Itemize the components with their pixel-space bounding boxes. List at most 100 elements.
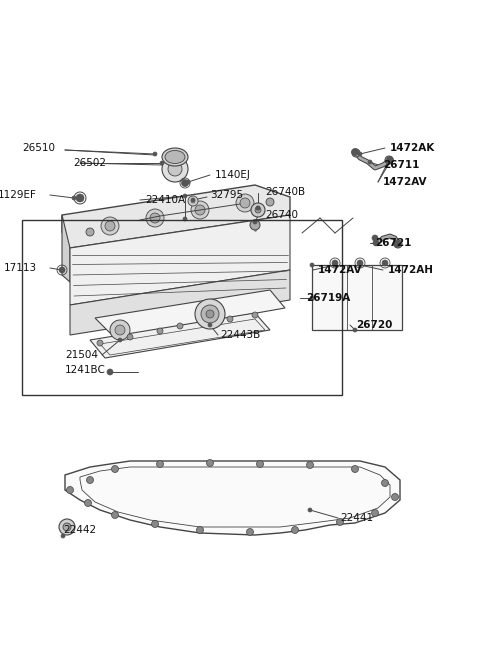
Circle shape (256, 206, 260, 210)
Circle shape (157, 328, 163, 334)
Circle shape (84, 500, 92, 506)
Circle shape (183, 217, 187, 221)
Circle shape (191, 199, 195, 203)
Circle shape (256, 460, 264, 468)
Circle shape (127, 334, 133, 340)
Circle shape (177, 323, 183, 329)
Text: 22441: 22441 (340, 513, 373, 523)
Circle shape (72, 196, 76, 200)
Text: 26502: 26502 (73, 158, 106, 168)
Circle shape (60, 268, 64, 272)
Circle shape (357, 260, 363, 266)
Circle shape (86, 228, 94, 236)
Polygon shape (90, 313, 270, 358)
Circle shape (101, 217, 119, 235)
Circle shape (266, 198, 274, 206)
Text: 22410A: 22410A (145, 195, 185, 205)
Text: 1472AV: 1472AV (383, 177, 428, 187)
Text: 26510: 26510 (22, 143, 55, 153)
Circle shape (105, 221, 115, 231)
Circle shape (152, 521, 158, 527)
Circle shape (374, 241, 378, 245)
Ellipse shape (162, 148, 188, 166)
Circle shape (76, 194, 84, 202)
Circle shape (160, 161, 164, 165)
Circle shape (195, 205, 205, 215)
Circle shape (332, 260, 338, 266)
Circle shape (358, 152, 362, 156)
Polygon shape (62, 185, 290, 248)
Circle shape (236, 194, 254, 212)
Circle shape (253, 220, 257, 224)
Circle shape (206, 460, 214, 466)
Circle shape (188, 196, 198, 206)
Bar (22, 220, 342, 395)
Circle shape (310, 263, 314, 267)
Text: 1472AK: 1472AK (390, 143, 435, 153)
Circle shape (111, 512, 119, 519)
Circle shape (351, 466, 359, 472)
Text: 26719A: 26719A (306, 293, 350, 303)
Circle shape (291, 527, 299, 534)
Circle shape (252, 312, 258, 318)
Circle shape (63, 523, 71, 531)
Circle shape (61, 534, 65, 538)
Circle shape (208, 323, 212, 327)
Text: 1129EF: 1129EF (0, 190, 37, 200)
Circle shape (392, 493, 398, 500)
Circle shape (111, 466, 119, 472)
Circle shape (186, 180, 190, 184)
Circle shape (386, 160, 390, 164)
Circle shape (59, 267, 65, 273)
Text: 1472AV: 1472AV (318, 265, 362, 275)
Circle shape (206, 310, 214, 318)
Text: 26721: 26721 (375, 238, 411, 248)
Ellipse shape (165, 151, 185, 164)
Circle shape (255, 207, 261, 213)
Circle shape (110, 320, 130, 340)
Text: 1140EJ: 1140EJ (215, 170, 251, 180)
Circle shape (333, 263, 337, 267)
Polygon shape (62, 215, 70, 282)
Text: 1241BC: 1241BC (65, 365, 106, 375)
Circle shape (107, 369, 113, 375)
Polygon shape (95, 290, 285, 338)
Circle shape (394, 240, 400, 248)
Text: 26720: 26720 (356, 320, 392, 330)
Circle shape (86, 476, 94, 483)
Circle shape (227, 316, 233, 322)
Circle shape (153, 152, 157, 156)
Bar (312, 265, 402, 330)
Circle shape (352, 149, 360, 157)
Circle shape (307, 462, 313, 468)
Circle shape (162, 156, 188, 182)
Circle shape (181, 179, 189, 187)
Text: 22442: 22442 (63, 525, 96, 535)
Circle shape (240, 198, 250, 208)
Circle shape (201, 305, 219, 323)
Circle shape (168, 162, 182, 176)
Circle shape (191, 198, 195, 202)
Circle shape (150, 213, 160, 223)
Circle shape (358, 263, 362, 267)
Circle shape (368, 160, 372, 164)
Circle shape (394, 240, 402, 248)
Circle shape (191, 201, 209, 219)
Text: 22443B: 22443B (220, 330, 260, 340)
Circle shape (372, 235, 378, 241)
Circle shape (372, 510, 379, 517)
Circle shape (382, 260, 388, 266)
Circle shape (59, 519, 75, 535)
Circle shape (310, 296, 314, 300)
Circle shape (382, 479, 388, 487)
Circle shape (251, 203, 265, 217)
Circle shape (156, 460, 164, 468)
Text: 21504: 21504 (65, 350, 98, 360)
Circle shape (196, 527, 204, 534)
Circle shape (256, 206, 260, 210)
Circle shape (183, 194, 187, 198)
Circle shape (385, 156, 393, 164)
Text: 17113: 17113 (4, 263, 37, 273)
Circle shape (67, 487, 73, 493)
Circle shape (118, 338, 122, 342)
